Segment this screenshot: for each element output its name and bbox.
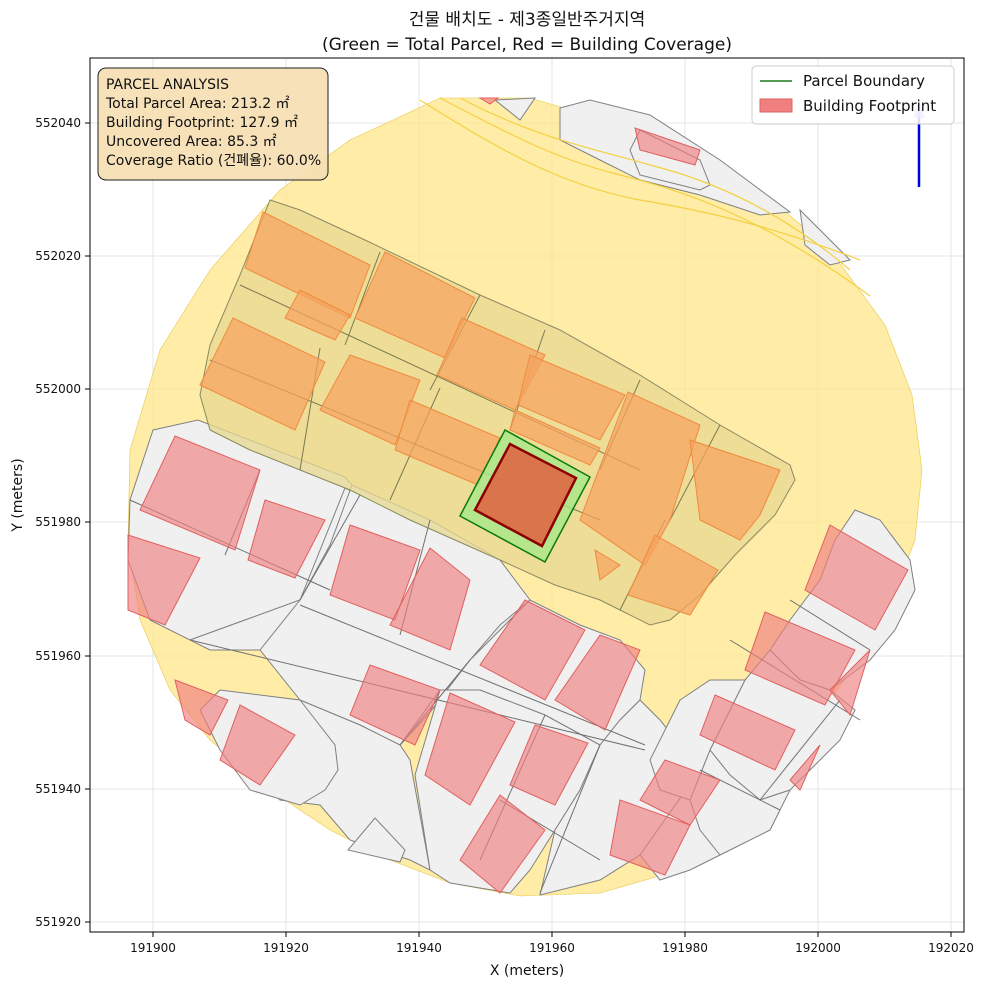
- chart-title-line2: (Green = Total Parcel, Red = Building Co…: [322, 35, 732, 55]
- road-lines: [419, 97, 871, 297]
- legend-parcel-label: Parcel Boundary: [803, 72, 925, 90]
- y-tick-label: 552040: [35, 116, 81, 130]
- target-building-footprint: [473, 442, 578, 548]
- x-tick-label: 191920: [263, 941, 309, 955]
- x-tick-label: 192000: [795, 941, 841, 955]
- y-tick-label: 551960: [35, 649, 81, 663]
- x-axis-label: X (meters): [490, 963, 564, 979]
- y-tick-label: 552020: [35, 249, 81, 263]
- legend: Parcel Boundary Building Footprint: [751, 65, 955, 125]
- legend-building-swatch: [759, 98, 793, 113]
- building-footprints-orange: [199, 211, 781, 616]
- info-heading: PARCEL ANALYSIS: [106, 77, 229, 93]
- x-tick-label: 191980: [662, 941, 708, 955]
- x-tick-label: 191960: [529, 941, 575, 955]
- x-tick-label: 192020: [928, 941, 974, 955]
- y-tick-label: 551920: [35, 915, 81, 929]
- y-tick-label: 552000: [35, 382, 81, 396]
- chart-title-line1: 건물 배치도 - 제3종일반주거지역: [409, 10, 645, 30]
- info-uncovered: Uncovered Area: 85.3 ㎡: [106, 134, 277, 150]
- info-footprint: Building Footprint: 127.9 ㎡: [106, 115, 298, 131]
- y-axis-label: Y (meters): [10, 458, 26, 532]
- x-axis-ticks: [152, 932, 952, 937]
- building-footprints-red: [127, 97, 909, 894]
- y-tick-label: 551940: [35, 782, 81, 796]
- x-tick-label: 191940: [396, 941, 442, 955]
- legend-building-label: Building Footprint: [803, 97, 936, 115]
- y-axis-ticks: [85, 122, 90, 923]
- info-total-area: Total Parcel Area: 213.2 ㎡: [105, 96, 290, 112]
- map-layers: [127, 97, 923, 897]
- info-coverage-ratio: Coverage Ratio (건폐율): 60.0%: [106, 153, 321, 169]
- parcel-analysis-box: PARCEL ANALYSIS Total Parcel Area: 213.2…: [97, 67, 329, 181]
- y-tick-label: 551980: [35, 515, 81, 529]
- x-tick-label: 191900: [130, 941, 176, 955]
- axes-frame: [89, 57, 965, 933]
